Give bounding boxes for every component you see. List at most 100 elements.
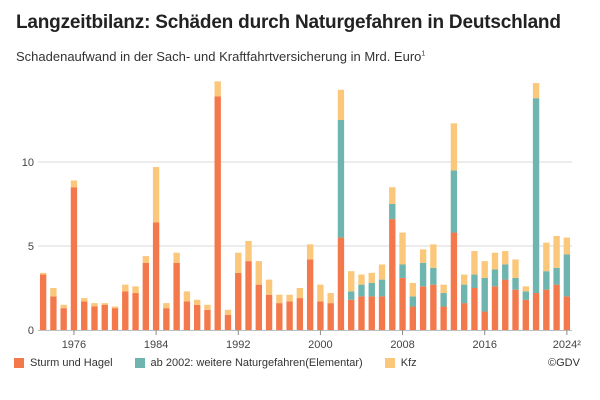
x-tick-label: 1992 (226, 339, 250, 351)
bar-sturm-2013 (450, 232, 458, 330)
bar-sturm-2018 (502, 279, 509, 330)
bar-kfz-1985 (163, 303, 170, 309)
bar-kfz-1996 (276, 294, 283, 304)
bar-sturm-2022 (543, 289, 550, 330)
legend-label-kfz: Kfz (400, 357, 417, 369)
legend-item-sturm: Sturm und Hagel (14, 357, 113, 369)
bar-kfz-1973 (39, 272, 47, 275)
bar-sturm-1986 (173, 262, 180, 330)
bar-sturm-2014 (460, 303, 468, 330)
bar-kfz-1998 (296, 288, 304, 299)
bar-kfz-1994 (255, 261, 262, 285)
bar-elementar-2024 (563, 254, 571, 297)
bar-kfz-1987 (183, 291, 191, 302)
bar-elementar-2008 (399, 264, 406, 278)
bar-kfz-2013 (450, 123, 458, 171)
legend: Sturm und Hagel ab 2002: weitere Naturge… (14, 357, 439, 369)
bar-sturm-2015 (471, 288, 478, 330)
y-tick-label: 5 (28, 241, 34, 253)
bar-elementar-2012 (440, 293, 447, 307)
bar-sturm-2024 (563, 296, 571, 330)
bar-elementar-2013 (450, 170, 458, 233)
bar-sturm-1975 (60, 308, 67, 330)
bar-kfz-1974 (50, 288, 57, 297)
bar-sturm-2003 (348, 299, 355, 330)
bar-elementar-2021 (532, 98, 540, 294)
bar-sturm-2001 (327, 303, 334, 330)
legend-item-kfz: Kfz (384, 357, 417, 369)
bar-kfz-2000 (317, 284, 324, 302)
bar-kfz-1976 (70, 180, 78, 188)
bar-sturm-1983 (142, 262, 150, 330)
bar-kfz-1979 (101, 303, 108, 305)
bar-kfz-1978 (91, 303, 98, 307)
bar-sturm-1994 (255, 284, 262, 330)
bar-kfz-2020 (522, 286, 529, 292)
legend-label-elementar: ab 2002: weitere Naturgefahren(Elementar… (150, 357, 363, 369)
bar-elementar-2006 (378, 279, 386, 297)
bar-kfz-2011 (430, 244, 437, 268)
bar-elementar-2005 (368, 282, 375, 297)
legend-swatch-kfz (384, 358, 395, 368)
bar-elementar-2007 (389, 204, 396, 220)
bar-kfz-1999 (306, 244, 314, 260)
bar-sturm-2012 (440, 306, 447, 330)
bar-sturm-2005 (368, 296, 375, 330)
bar-elementar-2015 (471, 274, 478, 288)
bar-elementar-2018 (502, 264, 509, 280)
bar-kfz-2024 (563, 237, 571, 255)
bar-sturm-2004 (358, 296, 365, 330)
bar-kfz-2014 (460, 274, 468, 285)
bar-sturm-1979 (101, 304, 108, 330)
bar-kfz-1993 (245, 240, 252, 262)
bar-elementar-2017 (491, 269, 499, 287)
bar-kfz-2012 (440, 284, 447, 294)
bar-elementar-2010 (419, 262, 427, 287)
bar-sturm-2002 (337, 237, 345, 330)
bar-kfz-1984 (152, 167, 160, 223)
x-tick-label: 2024² (553, 339, 581, 351)
bar-sturm-2007 (389, 219, 396, 330)
bar-sturm-1978 (91, 306, 98, 330)
bar-sturm-1984 (152, 222, 160, 330)
bar-kfz-2003 (348, 271, 355, 292)
bar-sturm-2020 (522, 299, 529, 330)
bar-sturm-1985 (163, 308, 170, 330)
bar-kfz-2021 (532, 83, 540, 99)
bar-kfz-2002 (337, 89, 345, 120)
bar-kfz-1977 (81, 298, 88, 302)
bar-sturm-1991 (224, 314, 232, 330)
bar-kfz-2008 (399, 232, 406, 265)
bar-sturm-1980 (111, 308, 119, 330)
y-tick-label: 0 (28, 325, 34, 337)
bar-elementar-2011 (430, 267, 437, 285)
bar-sturm-1993 (245, 261, 252, 330)
bar-sturm-1982 (132, 293, 139, 330)
bar-sturm-2017 (491, 286, 499, 330)
bar-kfz-1997 (286, 294, 293, 302)
bar-kfz-2001 (327, 293, 334, 304)
bar-kfz-1992 (235, 252, 242, 273)
chart-title: Langzeitbilanz: Schäden durch Naturgefah… (16, 12, 561, 33)
bar-sturm-2009 (409, 306, 417, 330)
bar-sturm-2023 (553, 284, 560, 330)
bar-kfz-1983 (142, 256, 150, 263)
subtitle-text: Schadenaufwand in der Sach- und Kraftfah… (16, 49, 422, 64)
bar-sturm-1999 (306, 259, 314, 330)
y-tick-label: 10 (22, 157, 34, 169)
bar-kfz-1981 (122, 284, 129, 292)
bar-kfz-2016 (481, 261, 488, 278)
bar-sturm-1974 (50, 296, 57, 330)
bar-elementar-2003 (348, 291, 355, 300)
source-label: ©GDV (548, 357, 580, 369)
bar-sturm-2006 (378, 296, 386, 330)
bar-sturm-2008 (399, 277, 406, 330)
bar-kfz-1982 (132, 286, 139, 294)
bar-kfz-2007 (389, 187, 396, 204)
bar-kfz-1988 (193, 299, 201, 305)
bar-sturm-1981 (122, 291, 129, 330)
bar-elementar-2022 (543, 271, 550, 290)
bar-sturm-1989 (204, 309, 211, 330)
bar-kfz-2009 (409, 282, 417, 297)
